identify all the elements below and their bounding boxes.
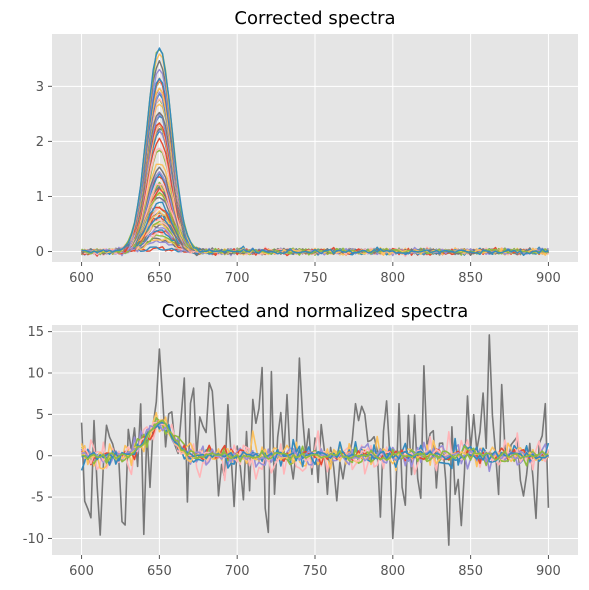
y-tick-label: 0 [36, 449, 44, 464]
x-tick-label: 650 [147, 271, 172, 286]
series-group [80, 334, 550, 546]
x-tick-label: 750 [303, 271, 328, 286]
y-tick-label: -5 [31, 491, 44, 506]
chart-title: Corrected spectra [234, 8, 395, 29]
x-tick-label: 600 [69, 271, 94, 286]
series-line [81, 419, 549, 462]
x-tick-label: 900 [536, 271, 561, 286]
x-tick-label: 850 [458, 564, 483, 579]
series-line [81, 418, 550, 482]
bottom-subplot: 600 650 700 750 800 850 900 -10 -5 0 5 10 15 Correcte… [23, 301, 578, 579]
y-tick-label: 5 [36, 408, 44, 423]
x-tick-label: 850 [458, 271, 483, 286]
series-line [80, 334, 550, 546]
x-tick-label: 800 [380, 271, 405, 286]
x-tick-label: 700 [225, 564, 250, 579]
chart-title: Corrected and normalized spectra [162, 301, 469, 322]
x-tick-label: 700 [225, 271, 250, 286]
y-tick-label: 10 [27, 366, 44, 381]
series-line [80, 420, 550, 471]
y-tick-label: 1 [36, 190, 44, 205]
series-line [81, 47, 549, 256]
top-subplot: 600 650 700 750 800 850 900 0 1 2 3 Corrected spect… [36, 8, 578, 286]
x-tick-label: 800 [380, 564, 405, 579]
y-tick-label: 0 [36, 245, 44, 260]
series-group [80, 47, 549, 258]
x-tick-label: 650 [147, 564, 172, 579]
x-tick-label: 750 [303, 564, 328, 579]
y-tick-label: -10 [23, 532, 44, 547]
y-tick-label: 15 [27, 325, 44, 340]
y-tick-label: 3 [36, 80, 44, 95]
x-tick-label: 900 [536, 564, 561, 579]
x-tick-label: 600 [69, 564, 94, 579]
y-tick-label: 2 [36, 135, 44, 150]
